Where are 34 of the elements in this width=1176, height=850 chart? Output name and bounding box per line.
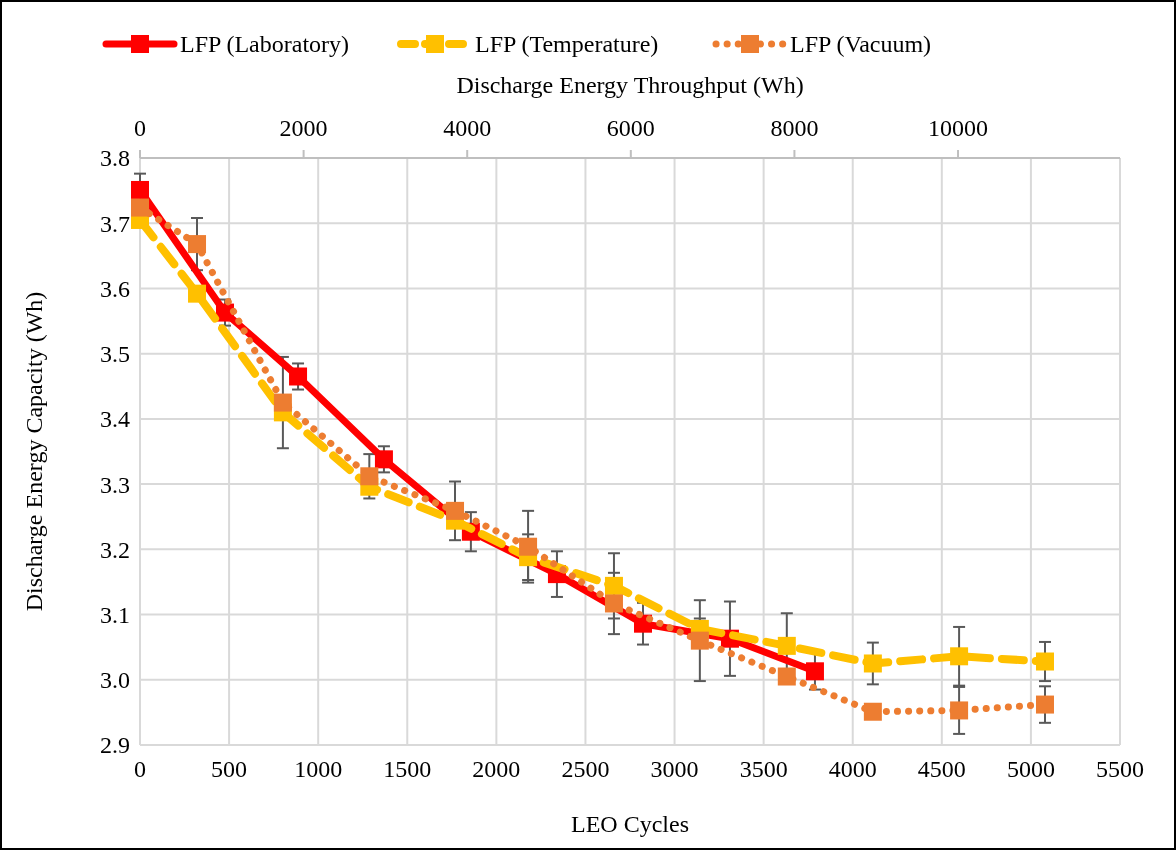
legend-label: LFP (Temperature)	[475, 31, 659, 58]
y-tick-label: 3.1	[100, 601, 130, 628]
x-tick-label: 2000	[472, 756, 521, 782]
y-tick-label: 3.3	[100, 471, 130, 498]
x2-tick-label: 8000	[770, 115, 819, 141]
x-axis-title: LEO Cycles	[571, 811, 689, 837]
x-tick-label: 4500	[917, 756, 966, 782]
x2-tick-label: 10000	[928, 115, 989, 141]
y-tick-label: 3.5	[100, 341, 130, 368]
x-tick-label: 0	[134, 756, 146, 782]
x-tick-label: 500	[211, 756, 248, 782]
legend-label: LFP (Vacuum)	[790, 31, 932, 58]
x-tick-label: 2500	[561, 756, 610, 782]
x2-tick-label: 2000	[279, 115, 328, 141]
x2-tick-label: 0	[134, 115, 146, 141]
y-tick-label: 3.6	[100, 275, 130, 302]
y-axis-title: Discharge Energy Capacity (Wh)	[21, 291, 47, 612]
x-tick-label: 1000	[294, 756, 343, 782]
x-tick-label: 3500	[739, 756, 788, 782]
x-tick-label: 5500	[1096, 756, 1144, 782]
x-tick-label: 3000	[650, 756, 699, 782]
x2-tick-label: 4000	[443, 115, 492, 141]
y-tick-label: 3.0	[100, 667, 130, 694]
y-tick-label: 2.9	[100, 732, 130, 759]
x-tick-label: 1500	[383, 756, 432, 782]
y-tick-label: 3.4	[100, 406, 130, 433]
legend-label: LFP (Laboratory)	[180, 31, 350, 58]
x-tick-label: 4000	[828, 756, 877, 782]
x2-tick-label: 6000	[606, 115, 655, 141]
y-tick-label: 3.2	[100, 536, 130, 563]
y-tick-label: 3.8	[100, 145, 130, 172]
x-tick-label: 5000	[1006, 756, 1055, 782]
y-tick-label: 3.7	[100, 210, 130, 237]
x2-axis-title: Discharge Energy Throughput (Wh)	[456, 72, 804, 98]
